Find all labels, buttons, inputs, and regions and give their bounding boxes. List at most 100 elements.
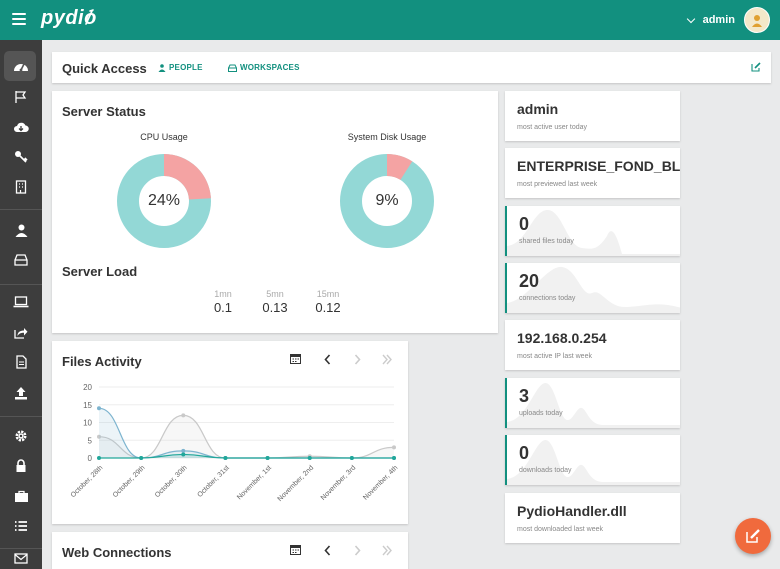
x-tick-label: October, 31st (196, 464, 230, 498)
tile-value: 192.168.0.254 (517, 330, 607, 346)
tile-label: shared files today (519, 238, 574, 245)
sidebar-item-keys[interactable] (0, 142, 42, 172)
data-point[interactable] (307, 456, 312, 460)
cpu-usage-donut (117, 154, 211, 248)
web-connections-title: Web Connections (62, 545, 172, 560)
chevron-right-icon[interactable] (354, 354, 361, 365)
dashboard-icon (14, 63, 28, 72)
document-icon (15, 355, 27, 369)
y-tick-label: 0 (88, 454, 93, 463)
load-15mn: 15mn 0.12 (308, 289, 348, 315)
sidebar-item-shares[interactable] (0, 317, 42, 347)
workspaces-link-label: WORKSPACES (240, 63, 300, 72)
data-point[interactable] (97, 434, 101, 439)
chevron-right-icon[interactable] (354, 545, 361, 556)
x-tick-label: October, 28th (70, 464, 105, 499)
sidebar-item-flag[interactable] (0, 82, 42, 112)
y-tick-label: 5 (88, 436, 93, 445)
load-1mn-label: 1mn (214, 289, 232, 299)
sidebar-item-storage[interactable] (0, 245, 42, 275)
chevron-left-icon[interactable] (324, 545, 331, 556)
cpu-usage-value: 24% (147, 192, 181, 209)
web-connections-card: Web Connections (52, 532, 408, 569)
app-logo: pydio (41, 7, 97, 29)
sidebar-item-security[interactable] (0, 451, 42, 481)
tile-label: connections today (519, 295, 576, 302)
server-load-title: Server Load (62, 264, 138, 279)
data-point[interactable] (97, 456, 101, 460)
sidebar-item-list[interactable] (0, 511, 42, 541)
data-point[interactable] (392, 456, 396, 460)
upload-icon (15, 387, 27, 400)
sidebar-item-devices[interactable] (0, 287, 42, 317)
data-point[interactable] (392, 445, 396, 450)
user-menu[interactable]: admin (686, 6, 770, 34)
tile-value: 20 (519, 271, 540, 291)
lock-icon (16, 459, 26, 472)
load-5mn: 5mn 0.13 (255, 289, 295, 315)
tile-value: 0 (519, 214, 530, 234)
avatar[interactable] (744, 7, 770, 33)
data-point[interactable] (223, 456, 228, 460)
edit-dashboard-button[interactable] (735, 518, 771, 554)
double-chevron-right-icon[interactable] (382, 354, 392, 365)
data-point[interactable] (265, 456, 270, 460)
connections-sparkline (507, 266, 680, 313)
calendar-icon[interactable] (290, 353, 301, 364)
drive-icon (228, 64, 237, 72)
flag-icon (15, 91, 27, 103)
data-point[interactable] (139, 456, 144, 460)
x-tick-label: November, 1st (236, 464, 273, 501)
sidebar-item-logs[interactable] (0, 347, 42, 377)
chevron-left-icon[interactable] (324, 354, 331, 365)
disk-usage-label: System Disk Usage (347, 132, 427, 142)
tile-label: most previewed last week (517, 181, 598, 188)
disk-usage-value: 9% (375, 192, 399, 209)
y-tick-label: 10 (83, 419, 92, 428)
chevron-down-icon (686, 14, 695, 23)
data-point[interactable] (181, 413, 186, 418)
y-tick-label: 15 (83, 401, 92, 410)
series-area (99, 408, 394, 458)
sidebar-item-dashboard[interactable] (0, 51, 42, 81)
x-tick-label: November, 3rd (320, 464, 357, 501)
tile-value: ENTERPRISE_FOND_BL... (517, 158, 680, 174)
envelope-icon (14, 552, 28, 564)
server-status-card: Server Status CPU Usage 24% System Disk … (52, 91, 498, 333)
cloud-download-icon (14, 122, 29, 132)
people-link-label: PEOPLE (169, 63, 203, 72)
sidebar-item-organization[interactable] (0, 172, 42, 202)
downloads-sparkline (507, 439, 680, 485)
hamburger-menu-icon[interactable] (12, 13, 26, 25)
sidebar-item-cloud[interactable] (0, 112, 42, 142)
share-icon (14, 327, 28, 339)
load-5mn-value: 0.13 (262, 300, 288, 315)
tile-shared-files: 0 shared files today (505, 206, 680, 256)
briefcase-icon (14, 490, 28, 502)
people-link[interactable]: PEOPLE (158, 63, 203, 72)
sidebar-item-settings[interactable] (0, 421, 42, 451)
tile-label: most active user today (517, 124, 588, 131)
load-1mn-value: 0.1 (213, 300, 233, 315)
data-point[interactable] (349, 456, 354, 460)
tile-value: 0 (519, 443, 530, 463)
workspaces-link[interactable]: WORKSPACES (228, 63, 300, 72)
calendar-icon[interactable] (290, 544, 301, 555)
data-point[interactable] (181, 452, 186, 457)
double-chevron-right-icon[interactable] (382, 545, 392, 556)
data-point[interactable] (97, 406, 101, 411)
tile-label: most downloaded last week (517, 526, 603, 533)
files-activity-card: Files Activity 0 5 10 15 20 October, 28th Octo… (52, 341, 408, 524)
edit-icon[interactable] (751, 62, 761, 72)
sidebar-item-workspaces[interactable] (0, 481, 42, 511)
sidebar-item-upload[interactable] (0, 378, 42, 408)
sidebar-item-users[interactable] (0, 215, 42, 245)
sidebar-item-mail[interactable] (0, 543, 42, 569)
disk-usage-donut (340, 154, 434, 248)
series-area (99, 415, 394, 458)
drive-icon (14, 254, 28, 266)
data-point[interactable] (181, 448, 186, 453)
series-line (99, 453, 394, 459)
building-icon (15, 180, 27, 194)
